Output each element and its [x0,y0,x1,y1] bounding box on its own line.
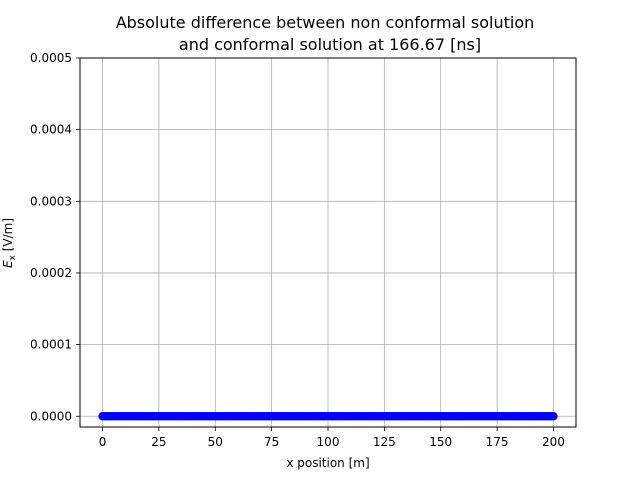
x-tick-label: 75 [264,435,279,449]
x-tick-label: 125 [373,435,396,449]
y-axis-label-symbol: E [1,260,15,268]
chart-title-line-2: and conformal solution at 166.67 [ns] [179,35,481,54]
grid-lines [80,57,576,427]
chart-title-line-1: Absolute difference between non conforma… [116,13,535,32]
y-tick-label: 0.0003 [30,194,72,208]
x-tick-label: 150 [429,435,452,449]
x-tick-label: 175 [486,435,509,449]
data-series [98,412,558,421]
x-axis-label: x position [m] [286,456,369,470]
y-tick-label: 0.0002 [30,266,72,280]
data-point [549,412,558,421]
y-axis-label-subscript: x [8,254,18,260]
y-axis: 0.0000 0.0001 0.0002 0.0003 0.0004 0.0005 [30,51,80,423]
y-axis-label-unit: [V/m] [1,218,15,255]
y-tick-label: 0.0005 [30,51,72,65]
x-tick-label: 25 [151,435,166,449]
x-tick-label: 200 [542,435,565,449]
x-axis: 0 25 50 75 100 125 150 175 200 [99,427,565,449]
x-tick-label: 100 [317,435,340,449]
x-tick-label: 50 [208,435,223,449]
y-tick-label: 0.0004 [30,123,72,137]
x-tick-label: 0 [99,435,107,449]
y-axis-label: Ex [V/m] [1,218,18,268]
y-tick-label: 0.0000 [30,409,72,423]
y-tick-label: 0.0001 [30,338,72,352]
